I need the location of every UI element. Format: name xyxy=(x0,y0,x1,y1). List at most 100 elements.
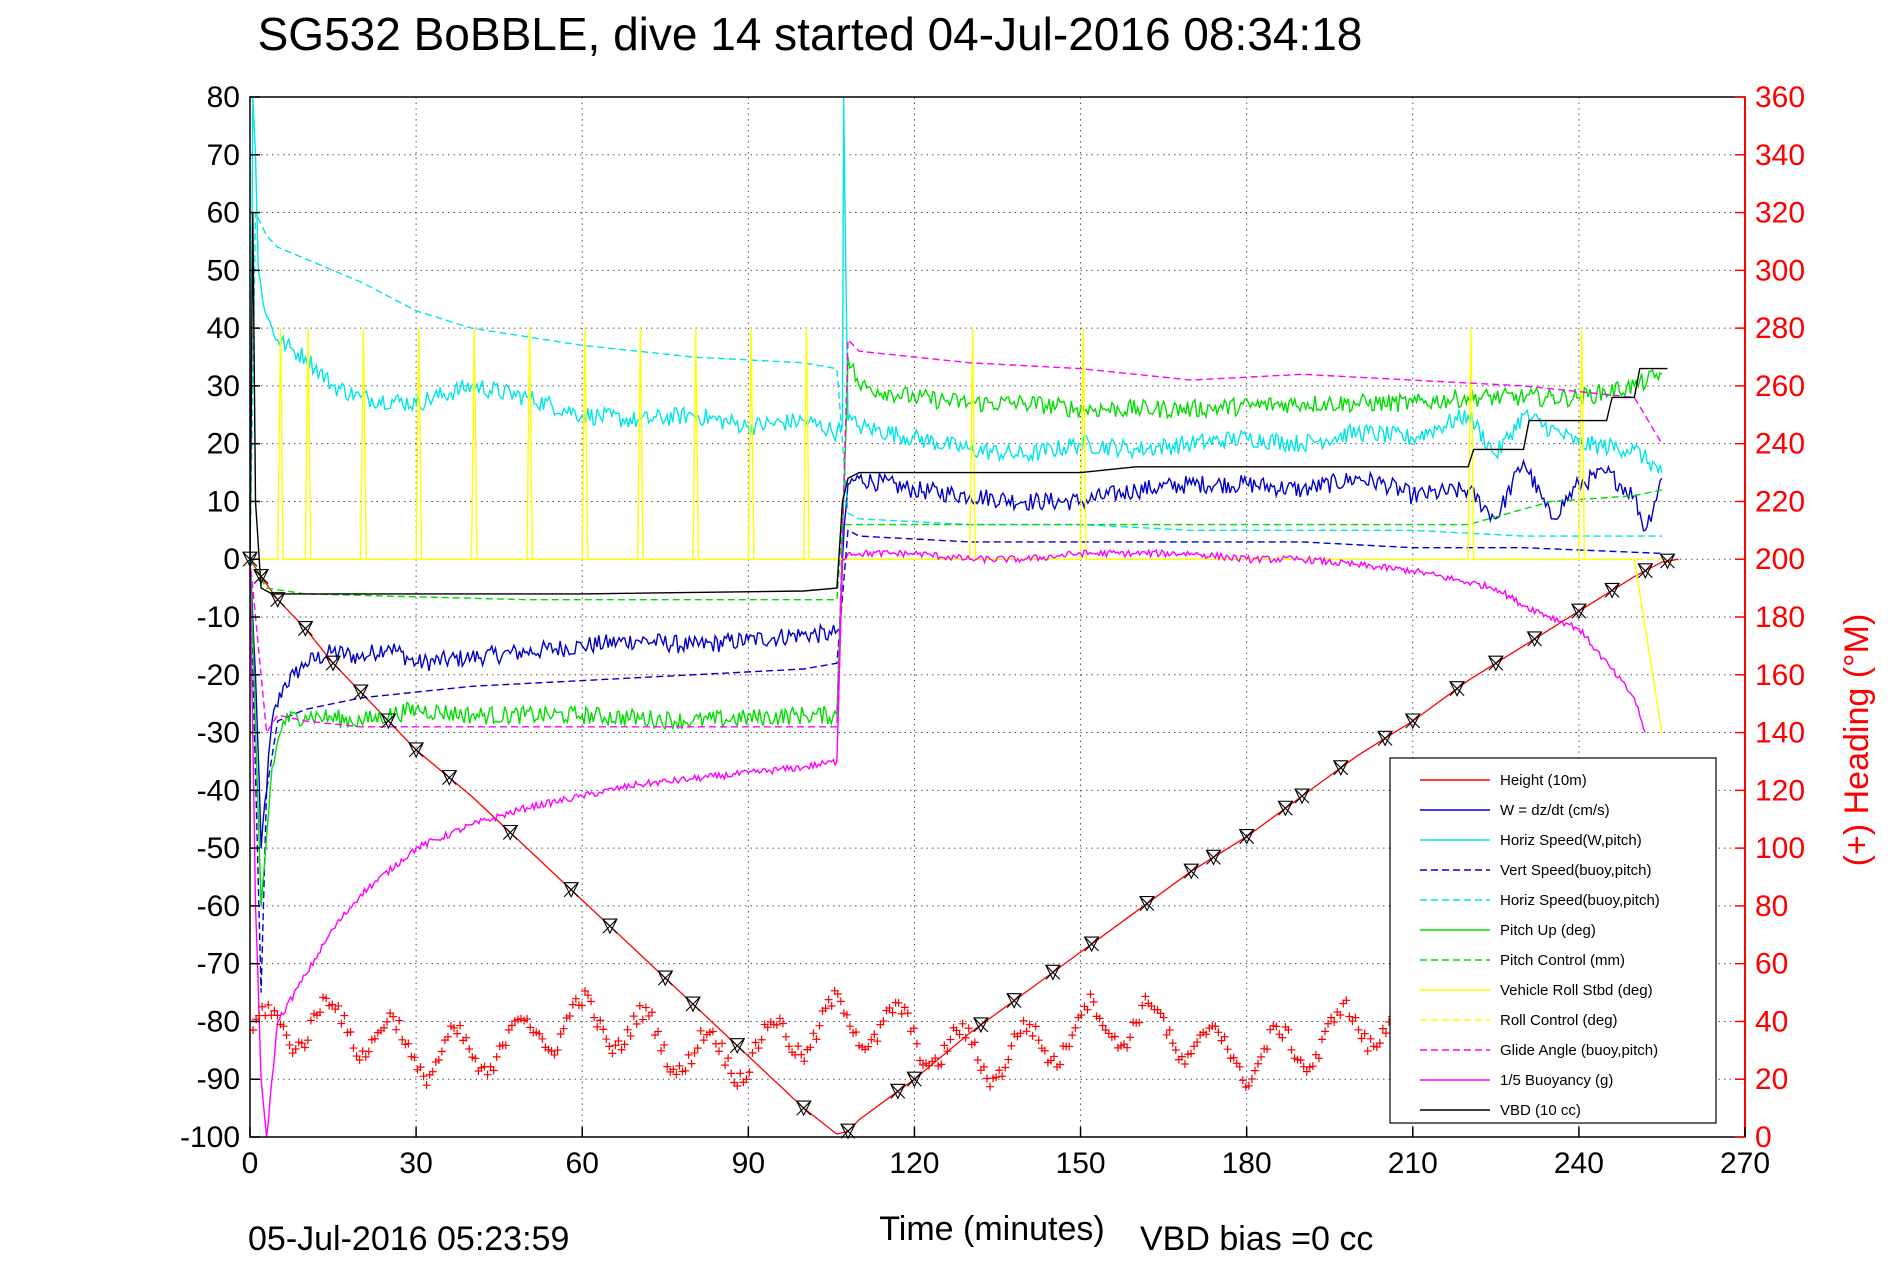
y2-tick-label: 240 xyxy=(1755,428,1805,461)
heading-marker xyxy=(456,1021,465,1030)
heading-marker xyxy=(605,1042,614,1051)
height-marker xyxy=(840,1123,856,1140)
heading-marker xyxy=(806,1043,815,1052)
heading-marker xyxy=(1375,1039,1384,1048)
heading-marker xyxy=(654,1027,663,1036)
heading-marker xyxy=(392,1025,401,1034)
heading-marker xyxy=(611,1041,620,1050)
heading-marker xyxy=(364,1047,373,1056)
heading-marker xyxy=(912,1039,921,1048)
heading-marker xyxy=(1031,1022,1040,1031)
heading-marker xyxy=(812,1035,821,1044)
heading-marker xyxy=(270,1006,279,1015)
heading-marker xyxy=(1351,1013,1360,1022)
heading-marker xyxy=(845,1022,854,1031)
heading-marker xyxy=(590,1013,599,1022)
heading-marker xyxy=(1022,1027,1031,1036)
height-marker xyxy=(1183,863,1200,880)
y2-tick-label: 140 xyxy=(1755,717,1805,750)
heading-marker xyxy=(1180,1059,1189,1068)
heading-marker xyxy=(346,1028,355,1036)
heading-marker xyxy=(614,1036,623,1045)
heading-marker xyxy=(416,1063,425,1072)
heading-marker xyxy=(733,1082,742,1091)
heading-marker xyxy=(428,1067,437,1076)
heading-marker xyxy=(751,1038,760,1047)
heading-marker xyxy=(550,1050,559,1059)
heading-marker xyxy=(1202,1030,1211,1039)
heading-marker xyxy=(660,1040,669,1049)
heading-marker xyxy=(946,1035,955,1044)
x-tick-label: 180 xyxy=(1222,1147,1272,1180)
heading-marker xyxy=(437,1047,446,1056)
heading-marker xyxy=(1342,996,1351,1005)
heading-marker xyxy=(888,1008,897,1017)
heading-marker xyxy=(340,1011,349,1020)
heading-marker xyxy=(952,1026,961,1035)
x-tick-label: 90 xyxy=(732,1147,765,1180)
legend-label: Horiz Speed(buoy,pitch) xyxy=(1500,892,1660,909)
heading-marker xyxy=(693,1044,702,1053)
y-tick-label: 20 xyxy=(207,428,240,461)
heading-marker xyxy=(757,1035,766,1044)
heading-marker xyxy=(632,1020,641,1029)
height-marker xyxy=(1526,631,1543,648)
y2-tick-label: 280 xyxy=(1755,312,1805,345)
x-tick-label: 210 xyxy=(1388,1147,1438,1180)
heading-marker xyxy=(300,1043,309,1052)
heading-marker xyxy=(940,1041,949,1050)
y2-tick-label: 360 xyxy=(1755,81,1805,114)
y-tick-label: -60 xyxy=(197,890,240,923)
height-marker xyxy=(1006,993,1023,1009)
heading-marker xyxy=(422,1081,431,1090)
heading-marker xyxy=(471,1054,480,1063)
heading-marker xyxy=(721,1061,730,1070)
heading-marker xyxy=(1357,1034,1366,1043)
height-marker xyxy=(563,882,580,898)
heading-marker xyxy=(800,1057,809,1066)
heading-marker xyxy=(1065,1042,1074,1051)
heading-marker xyxy=(778,1019,787,1028)
heading-marker xyxy=(1083,1005,1092,1014)
heading-marker xyxy=(620,1040,629,1049)
heading-marker xyxy=(279,1022,288,1031)
y-tick-label: -70 xyxy=(197,948,240,981)
heading-marker xyxy=(1193,1038,1202,1047)
height-marker xyxy=(1571,603,1587,620)
heading-marker xyxy=(1254,1059,1263,1068)
heading-marker xyxy=(565,1011,574,1020)
heading-marker xyxy=(781,1032,790,1041)
heading-marker xyxy=(964,1024,973,1033)
x-axis-label: Time (minutes) xyxy=(879,1210,1104,1248)
heading-marker xyxy=(937,1060,946,1069)
heading-marker xyxy=(1004,1055,1013,1064)
heading-marker xyxy=(672,1070,681,1079)
x-tick-label: 120 xyxy=(889,1147,939,1180)
heading-marker xyxy=(1141,992,1150,1001)
heading-marker xyxy=(1287,1045,1296,1054)
y-axis-left: 80 70 60 50 40 30 20 10 0 -10 -20 -30 -40 -50 -60 -70 -8… xyxy=(180,81,260,1154)
heading-marker xyxy=(824,995,833,1004)
y-tick-label: -80 xyxy=(197,1005,240,1038)
heading-marker xyxy=(1366,1034,1375,1043)
heading-marker xyxy=(1317,1035,1326,1044)
series-line-buoyancy xyxy=(250,548,1646,1137)
heading-marker xyxy=(1330,1017,1339,1026)
y-tick-label: 0 xyxy=(223,543,240,576)
series-line-glide xyxy=(250,338,1663,735)
x-tick-label: 240 xyxy=(1554,1147,1604,1180)
footer-date: 05-Jul-2016 05:23:59 xyxy=(248,1220,569,1258)
heading-marker xyxy=(626,1031,635,1040)
heading-marker xyxy=(1056,1060,1065,1069)
heading-marker xyxy=(970,1038,979,1047)
x-tick-label: 60 xyxy=(566,1147,599,1180)
heading-marker xyxy=(349,1044,358,1053)
heading-marker xyxy=(501,1041,510,1050)
heading-marker xyxy=(748,1048,757,1057)
heading-marker xyxy=(629,1012,638,1021)
height-marker xyxy=(906,1071,923,1088)
x-tick-label: 270 xyxy=(1720,1147,1770,1180)
y-tick-label: -40 xyxy=(197,774,240,807)
